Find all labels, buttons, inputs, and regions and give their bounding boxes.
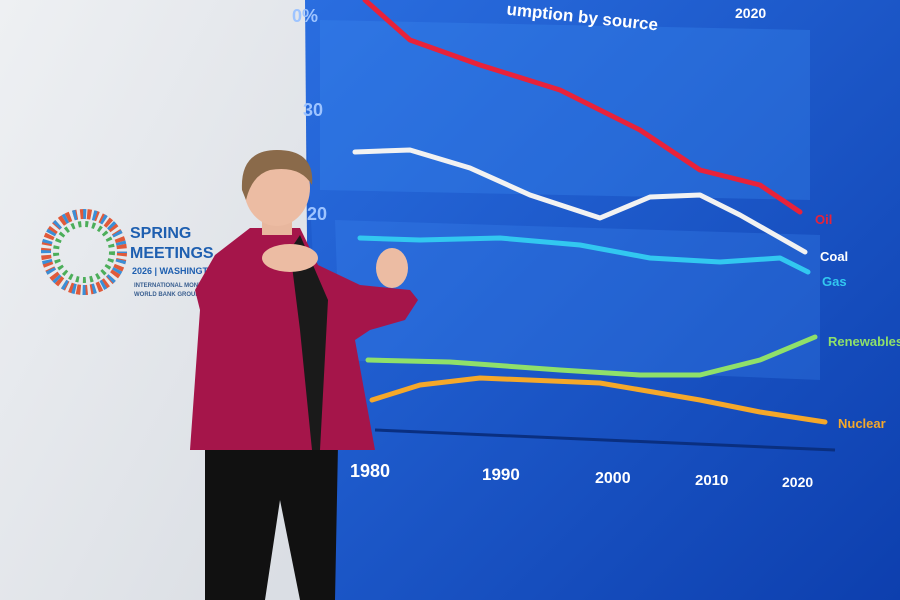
x-label: 1990 [482, 465, 520, 484]
series-label: Oil [815, 212, 832, 227]
series-label: Gas [822, 274, 847, 289]
series-label: Renewables [828, 334, 900, 349]
series-label: Nuclear [838, 416, 886, 431]
x-label: 1980 [350, 461, 390, 481]
logo [41, 209, 127, 295]
y-label: 30 [303, 100, 323, 120]
banner-org: WORLD BANK GROUP [134, 292, 199, 298]
screen-band [320, 20, 810, 200]
x-label: 2020 [782, 474, 813, 490]
screen-panel [300, 0, 900, 600]
x-label: 2010 [695, 472, 728, 489]
screen-lines [352, 0, 828, 425]
banner-edition: 2026 | WASHINGTON [132, 266, 221, 276]
banner-title: MEETINGS [130, 245, 214, 262]
series-label: Coal [820, 249, 848, 264]
y-label: 20 [307, 204, 327, 224]
x-label: 2000 [595, 470, 631, 487]
screen-year: 2020 [735, 5, 766, 21]
banner-title: SPRING [130, 225, 191, 242]
banner-org: INTERNATIONAL MONET [134, 283, 206, 289]
x-axis [374, 428, 836, 452]
y-label: 0% [292, 6, 318, 26]
speaker [190, 150, 418, 600]
